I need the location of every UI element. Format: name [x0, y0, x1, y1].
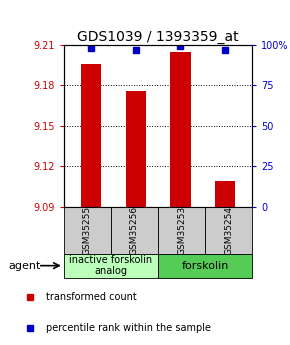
Text: GSM35254: GSM35254: [224, 206, 233, 255]
Bar: [205, 207, 252, 254]
Bar: [158, 254, 252, 278]
Bar: [171, 52, 191, 207]
Title: GDS1039 / 1393359_at: GDS1039 / 1393359_at: [77, 30, 239, 44]
Bar: [81, 64, 101, 207]
Text: forskolin: forskolin: [182, 261, 229, 270]
Bar: [111, 207, 158, 254]
Text: GSM35253: GSM35253: [177, 206, 186, 255]
Bar: [64, 254, 158, 278]
Bar: [158, 207, 205, 254]
Bar: [64, 207, 111, 254]
Text: transformed count: transformed count: [46, 292, 137, 302]
Bar: [126, 91, 146, 207]
Text: GSM35255: GSM35255: [83, 206, 92, 255]
Text: agent: agent: [9, 261, 41, 270]
Text: inactive forskolin
analog: inactive forskolin analog: [69, 255, 153, 276]
Text: percentile rank within the sample: percentile rank within the sample: [46, 323, 211, 333]
Text: GSM35256: GSM35256: [130, 206, 139, 255]
Bar: [215, 181, 235, 207]
